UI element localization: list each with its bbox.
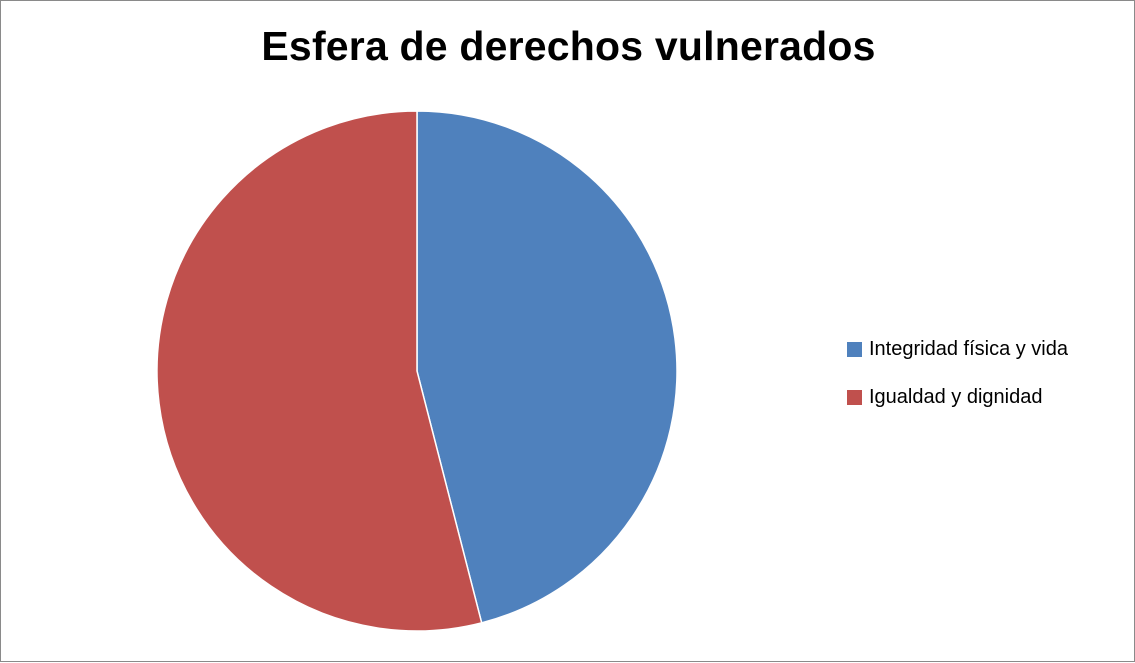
pie-slice-igualdad [156,110,483,632]
legend-swatch-integridad [847,341,862,357]
pie-slices [156,110,678,632]
legend-swatch-igualdad [847,389,862,405]
legend-item-integridad: Integridad física y vida [847,335,1068,363]
legend-item-igualdad: Igualdad y dignidad [847,383,1068,411]
legend-label-integridad: Integridad física y vida [869,337,1068,360]
chart-title: Esfera de derechos vulnerados [261,23,876,69]
legend: Integridad física y vida Igualdad y dign… [847,335,1068,431]
pie-slice-integridad [416,110,678,624]
legend-label-igualdad: Igualdad y dignidad [869,385,1043,408]
